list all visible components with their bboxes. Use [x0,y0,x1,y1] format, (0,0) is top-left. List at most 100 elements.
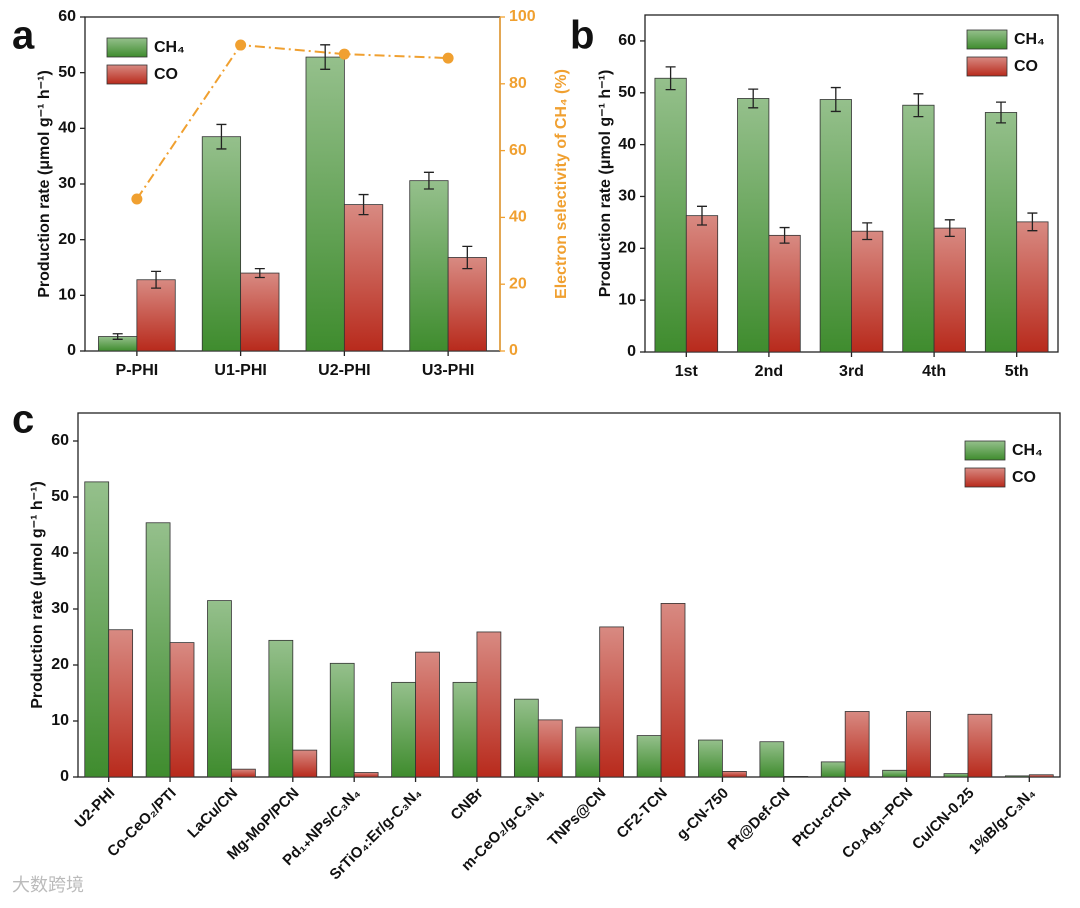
bar [698,739,723,778]
y-tick-label: 60 [51,432,69,449]
x-tick-label: U2-PHI [72,785,119,832]
bar [305,56,345,352]
error-bar [358,193,369,216]
y2-axis-label: Electron selectivity of CH₄ (%) [553,69,570,299]
x-tick-label: U2-PHI [318,362,370,379]
bar [820,761,846,778]
bar [943,773,969,778]
bar [268,639,294,778]
bar [169,642,195,778]
x-tick-label: U1-PHI [214,362,266,379]
bar [476,631,502,778]
plot-frame [77,412,1061,778]
bar [201,136,242,352]
y-tick-label: 0 [627,343,636,360]
bar [933,227,966,353]
selectivity-point [338,48,350,60]
y2-tick-label: 100 [509,8,536,25]
legend-swatch [964,440,1006,461]
bar [1004,775,1030,778]
x-tick-label: Pt@Def-CN [725,785,794,854]
bar [108,629,134,778]
bar [851,230,884,353]
error-bar [996,101,1007,124]
y-tick-label: 40 [51,544,69,561]
bar [844,711,870,778]
bar [537,719,563,778]
bar [636,735,662,778]
legend-swatch [106,37,148,58]
legend-swatch [966,29,1008,50]
bar [207,600,232,778]
y-tick-label: 50 [58,64,76,81]
y-tick-label: 60 [618,32,636,49]
bar [768,234,801,353]
bar [343,204,384,352]
bar [685,215,719,353]
legend-swatch [964,467,1006,488]
y-tick-label: 20 [58,231,76,248]
legend-swatch [106,64,148,85]
bar [145,522,171,778]
legend-label: CO [1012,469,1036,486]
x-tick-label: 4th [922,363,946,380]
y-tick-label: 50 [51,488,69,505]
error-bar [320,44,331,70]
watermark: 大数跨境 [12,875,84,895]
bar [759,741,785,778]
y-tick-label: 30 [58,175,76,192]
bar [391,681,416,778]
y-axis-label: Production rate (μmol g⁻¹ h⁻¹) [36,70,53,298]
y2-tick-label: 20 [509,275,527,292]
x-tick-label: 5th [1005,363,1029,380]
y-tick-label: 60 [58,8,76,25]
bar [654,77,687,353]
bar [722,771,747,778]
error-bar [779,226,790,244]
bar [902,104,935,353]
panel-label: c [12,398,34,442]
legend-label: CO [154,66,178,83]
y-tick-label: 10 [618,291,636,308]
error-bar [423,171,434,190]
error-bar [830,86,841,113]
bar [984,112,1018,353]
bar [819,99,852,353]
y-axis-label: Production rate (μmol g⁻¹ h⁻¹) [29,481,46,709]
bar [353,772,379,778]
bar [906,711,931,778]
selectivity-point [235,39,247,51]
y-tick-label: 10 [58,287,76,304]
panel-label: b [570,14,594,58]
bar [513,698,539,778]
x-tick-label: P-PHI [116,362,159,379]
bar [231,768,256,778]
selectivity-point [442,52,454,64]
bar [329,662,355,778]
bar [447,257,487,352]
error-bar [254,267,265,279]
y-tick-label: 20 [618,240,636,257]
bar [292,749,318,778]
error-bar [696,205,707,226]
bar [136,279,176,352]
y-tick-label: 40 [618,136,636,153]
error-bar [216,123,227,150]
y-tick-label: 40 [58,120,76,137]
y-tick-label: 0 [67,342,76,359]
bar [1016,221,1049,353]
bar [240,272,280,352]
bar [599,626,625,778]
x-tick-label: g-CN-750 [673,785,732,844]
x-tick-label: CNBr [447,785,486,824]
bar [660,603,686,778]
error-bar [1027,212,1038,232]
legend-label: CH₄ [1014,31,1045,48]
bar [415,651,440,778]
bar [409,180,449,352]
panel-label: a [12,14,35,58]
x-tick-label: U3-PHI [422,362,474,379]
bar [452,681,478,778]
y-tick-label: 10 [51,712,69,729]
